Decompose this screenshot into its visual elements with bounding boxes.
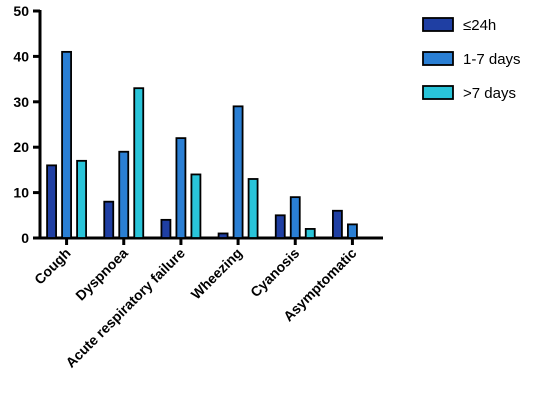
bar-1-5: [274, 214, 286, 239]
legend-swatch: [422, 85, 454, 100]
legend-label: 1-7 days: [463, 51, 521, 68]
bar-1-4: [217, 232, 229, 239]
legend-label: >7 days: [463, 85, 516, 102]
bar-3-3: [190, 173, 202, 239]
bar-2-3: [175, 137, 187, 239]
bar-2-4: [232, 105, 244, 239]
bar-3-1: [76, 159, 87, 239]
bar-1-6: [332, 209, 343, 239]
y-tick-label: 20: [13, 139, 29, 155]
bar-3-2: [133, 87, 145, 239]
x-tick-label: Cyanosis: [247, 245, 302, 300]
legend-label: ≤24h: [463, 17, 496, 34]
bar-2-5: [289, 196, 301, 239]
x-tick-label: Acute respiratory failure: [62, 245, 188, 371]
bar-2-2: [118, 150, 130, 239]
y-tick-label: 50: [13, 3, 29, 19]
bar-3-5: [304, 228, 316, 239]
y-tick-label: 10: [13, 185, 29, 201]
bar-2-6: [347, 223, 358, 239]
bar-1-1: [46, 164, 57, 239]
y-tick-label: 0: [21, 230, 29, 246]
legend-swatch: [422, 51, 454, 66]
x-tick-label: Wheezing: [188, 245, 246, 303]
bar-3-4: [247, 178, 259, 239]
bar-1-2: [103, 200, 115, 239]
y-tick-label: 30: [13, 94, 29, 110]
x-tick-label: Cough: [31, 245, 74, 288]
legend-swatch: [422, 17, 454, 32]
bar-2-1: [61, 50, 72, 239]
bar-1-3: [160, 218, 172, 239]
y-tick-label: 40: [13, 48, 29, 64]
legend: ≤24h 1-7 days >7 days: [422, 17, 521, 102]
x-tick-label: Dyspnoea: [72, 245, 131, 304]
